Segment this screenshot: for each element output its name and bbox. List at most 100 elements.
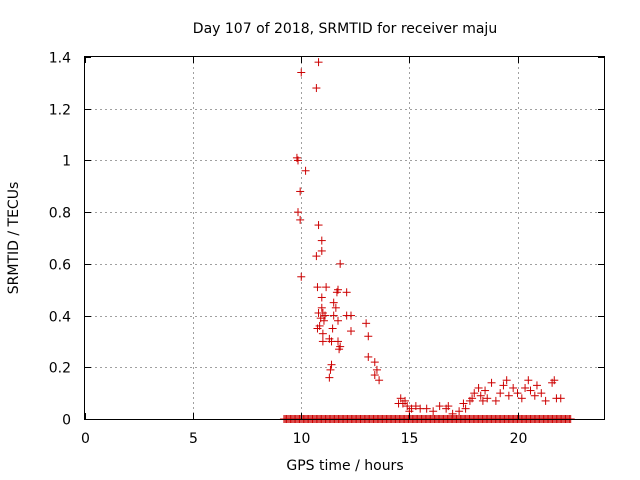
data-point: [429, 407, 438, 416]
data-point: [318, 337, 327, 346]
data-point: [331, 303, 340, 312]
y-tick-label: 1.2: [49, 103, 71, 119]
data-point: [314, 308, 323, 317]
data-point: [496, 389, 505, 398]
data-point: [513, 389, 522, 398]
data-point: [550, 376, 559, 385]
data-point: [301, 166, 310, 175]
data-point: [444, 402, 453, 411]
data-point: [317, 236, 326, 245]
y-tick-label: 0.8: [49, 206, 71, 222]
data-point: [537, 389, 546, 398]
data-point: [342, 288, 351, 297]
data-point: [294, 208, 303, 217]
y-tick-label: 0.4: [49, 310, 71, 326]
axis-ticks: 0 5 10 15 20 0 0.2 0.4 0.6 0.8 1 1.2 1.4: [49, 51, 604, 447]
data-point: [526, 386, 535, 395]
y-axis-label: SRMTID / TECUs: [6, 182, 22, 295]
data-point: [517, 394, 526, 403]
data-point: [296, 187, 305, 196]
data-point: [483, 394, 492, 403]
data-point: [335, 345, 344, 354]
x-tick-label: 10: [293, 431, 311, 447]
data-point: [297, 68, 306, 77]
data-point: [504, 391, 513, 400]
data-point: [296, 215, 305, 224]
data-point: [313, 283, 322, 292]
y-tick-label: 0.6: [49, 258, 71, 274]
data-point: [459, 399, 468, 408]
grid-layer: [85, 57, 604, 419]
data-point: [297, 272, 306, 281]
data-point: [403, 402, 412, 411]
plot-frame: [84, 56, 605, 420]
data-point: [487, 378, 496, 387]
data-point: [312, 252, 321, 261]
data-point: [314, 58, 323, 67]
data-point: [334, 316, 343, 325]
x-tick-label: 20: [510, 431, 528, 447]
data-point: [346, 327, 355, 336]
data-point: [491, 396, 500, 405]
data-point: [332, 288, 341, 297]
data-point: [474, 383, 483, 392]
data-point: [322, 283, 331, 292]
data-point: [312, 84, 321, 93]
data-point: [478, 396, 487, 405]
data-point: [461, 404, 470, 413]
data-point: [334, 337, 343, 346]
data-point: [317, 293, 326, 302]
data-point: [455, 407, 464, 416]
data-point: [521, 383, 530, 392]
data-point: [336, 259, 345, 268]
data-point: [394, 399, 403, 408]
data-point: [470, 389, 479, 398]
data-point: [318, 329, 327, 338]
y-tick-label: 0: [62, 413, 71, 429]
data-point: [468, 394, 477, 403]
data-point: [314, 221, 323, 230]
data-point: [411, 402, 420, 411]
data-point: [329, 311, 338, 320]
data-point: [370, 371, 379, 380]
data-point: [370, 358, 379, 367]
data-point: [326, 365, 335, 374]
data-point: [319, 316, 328, 325]
data-point: [532, 381, 541, 390]
data-point: [401, 396, 410, 405]
data-point: [346, 311, 355, 320]
y-tick-label: 0.2: [49, 361, 71, 377]
x-tick-label: 5: [189, 431, 198, 447]
data-point: [321, 311, 330, 320]
data-point: [396, 394, 405, 403]
data-point: [502, 376, 511, 385]
chart-title: Day 107 of 2018, SRMTID for receiver maj…: [193, 21, 497, 37]
y-tick-label: 1: [62, 154, 71, 170]
data-point: [364, 352, 373, 361]
data-point: [327, 360, 336, 369]
data-point: [325, 373, 334, 382]
data-point: [422, 404, 431, 413]
data-point: [509, 383, 518, 392]
y-tick-label: 1.4: [49, 51, 71, 67]
data-point: [556, 394, 565, 403]
data-point: [317, 246, 326, 255]
x-tick-label: 15: [401, 431, 419, 447]
data-point: [530, 391, 539, 400]
data-point: [294, 156, 303, 165]
data-point: [499, 381, 508, 390]
data-point: [375, 376, 384, 385]
x-tick-label: 0: [81, 431, 90, 447]
data-point: [313, 324, 322, 333]
data-point: [317, 303, 326, 312]
x-axis-label: GPS time / hours: [286, 458, 403, 474]
data-point: [448, 409, 457, 418]
data-point: [524, 376, 533, 385]
data-point: [435, 402, 444, 411]
data-point: [329, 298, 338, 307]
data-point: [476, 391, 485, 400]
data-point: [362, 319, 371, 328]
data-point: [481, 386, 490, 395]
